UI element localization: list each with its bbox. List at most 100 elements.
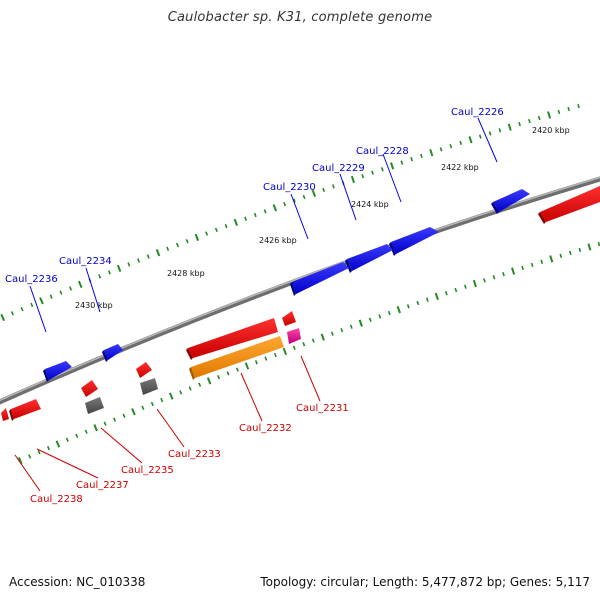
tick-mark [387,310,391,316]
tick-mark [155,249,161,257]
gene-arrow[interactable] [136,362,152,378]
tick-mark [188,386,192,391]
tick-label: 2420 kbp [532,126,570,135]
connector-line [240,372,263,422]
gene-label: Caul_2229 [312,163,365,174]
tick-mark [137,258,141,263]
tick-mark [198,382,202,387]
gene-arrow[interactable] [287,328,301,344]
connector-line [85,267,101,313]
tick-mark [283,202,287,207]
tick-mark [292,345,296,350]
genome-summary: Topology: circular; Length: 5,477,872 bp… [260,575,590,589]
gene-arrow[interactable] [290,262,349,296]
tick-mark [311,189,317,198]
tick-mark [578,247,582,253]
tick-mark [20,306,24,312]
tick-label: 2422 kbp [441,163,479,172]
gene-arrow[interactable] [345,244,393,273]
gene-arrow[interactable] [189,336,284,380]
tick-mark [368,317,372,322]
tick-label: 2428 kbp [167,269,205,278]
tick-mark [361,173,365,179]
tick-mark [488,131,492,136]
tick-mark [502,271,505,277]
tick-mark [577,103,580,109]
tick-mark [273,352,277,358]
tick-mark [263,209,267,214]
forward-strand-genes [43,189,530,382]
tick-mark [597,241,600,247]
connector-line [156,408,185,448]
tick-mark [122,413,126,418]
tick-mark [400,160,404,165]
tick-mark [160,397,164,403]
gene-arrow[interactable] [140,378,158,395]
tick-mark [511,267,516,275]
gene-arrow[interactable] [85,397,104,414]
gene-label: Caul_2234 [59,256,112,267]
tick-mark [244,216,248,221]
tick-mark [127,262,131,267]
tick-mark [425,297,429,302]
tick-mark [340,328,344,333]
tick-mark [320,333,325,341]
tick-mark [226,371,230,376]
tick-mark [0,313,6,322]
tick-mark [254,360,258,365]
tick-mark [568,250,572,256]
tick-mark [10,311,14,316]
gene-arrow[interactable] [389,227,439,256]
tick-mark [272,204,278,212]
tick-mark [557,109,561,115]
tick-mark [406,304,410,309]
connector-line [290,193,309,240]
tick-mark [330,331,334,336]
tick-mark [65,437,69,443]
tick-mark [449,144,453,149]
gene-arrow[interactable] [186,318,278,360]
tick-mark [396,306,401,314]
tick-mark [141,405,145,411]
tick-mark [113,417,117,422]
tick-mark [253,212,257,218]
gene-arrow[interactable] [282,311,296,326]
tick-mark [233,218,239,226]
tick-mark [331,184,335,189]
gene-arrow[interactable] [538,186,600,224]
connector-line [339,173,357,221]
tick-mark [69,286,73,291]
tick-mark [464,284,467,289]
tick-mark [528,118,531,124]
tick-mark [194,233,200,241]
tick-mark [521,265,524,271]
tick-mark [93,424,98,432]
tick-mark [206,377,212,385]
tick-mark [429,148,434,157]
gene-label: Caul_2231 [296,403,349,414]
tick-mark [311,338,315,343]
gene-arrow[interactable] [81,380,98,397]
tick-mark [168,392,174,400]
gene-arrow[interactable] [43,361,72,382]
tick-mark [302,194,306,200]
tick-mark [107,270,111,275]
tick-mark [17,456,23,465]
tick-mark [175,242,179,248]
map-title: Caulobacter sp. K31, complete genome [167,10,433,25]
gene-arrow[interactable] [102,344,123,362]
gene-arrow[interactable] [1,408,9,421]
tick-mark [98,274,102,279]
tick-mark [468,136,473,144]
tick-track [0,103,600,465]
gene-arrow[interactable] [9,399,41,421]
tick-mark [179,390,183,395]
gene-arrow[interactable] [491,189,530,214]
tick-mark [49,294,53,299]
gene-label: Caul_2226 [451,107,504,118]
tick-mark [518,121,521,127]
tick-mark [55,440,61,448]
tick-mark [103,421,107,426]
tick-mark [282,347,288,356]
tick-label: 2426 kbp [259,236,297,245]
